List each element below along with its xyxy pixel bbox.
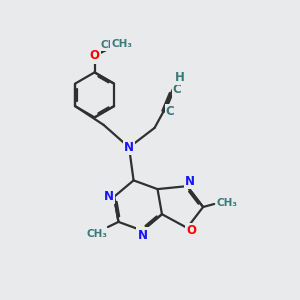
Text: O: O: [90, 50, 100, 62]
Text: CH₃: CH₃: [111, 39, 132, 49]
Text: N: N: [124, 141, 134, 154]
Text: H: H: [175, 71, 185, 84]
Text: O: O: [187, 224, 196, 237]
Text: C: C: [166, 105, 175, 118]
Text: CH₃: CH₃: [100, 40, 122, 50]
Text: N: N: [185, 175, 195, 188]
Text: N: N: [103, 190, 114, 203]
Text: CH₃: CH₃: [87, 229, 108, 239]
Text: CH₃: CH₃: [217, 198, 238, 208]
Text: C: C: [173, 83, 182, 96]
Text: N: N: [137, 229, 147, 242]
